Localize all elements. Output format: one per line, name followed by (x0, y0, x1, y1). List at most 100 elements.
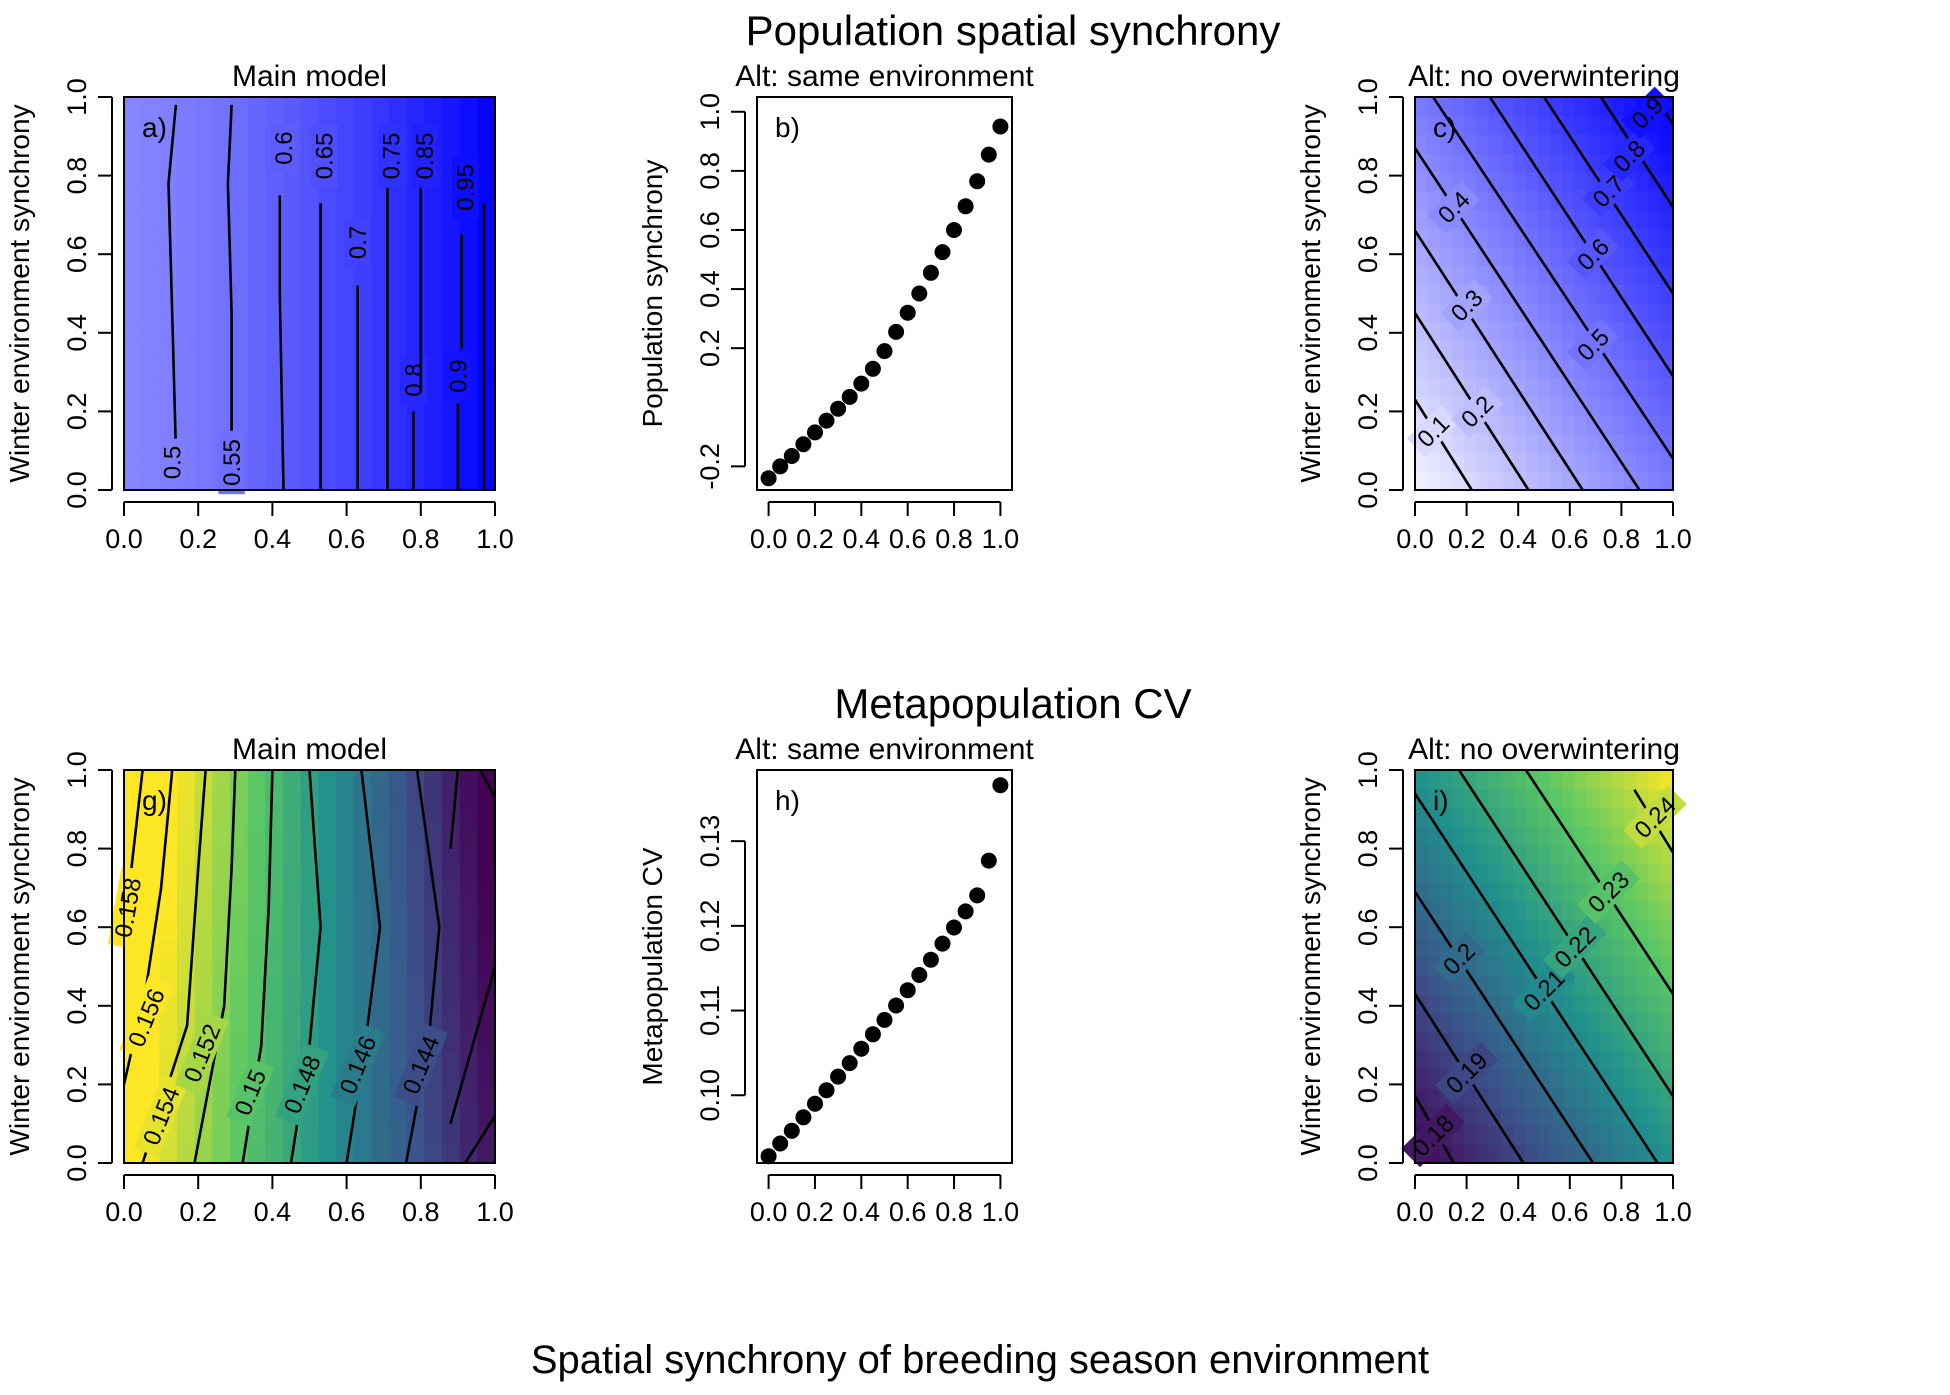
heatmap-cell (1648, 452, 1662, 472)
heatmap-cell (1660, 770, 1674, 790)
heatmap-cell (1427, 863, 1441, 883)
heatmap-cell (1476, 882, 1490, 902)
heatmap-cell (1476, 134, 1490, 154)
heatmap-cell (247, 396, 266, 416)
heatmap-cell (1415, 396, 1428, 416)
heatmap-cell (1464, 1032, 1478, 1052)
heatmap-cell (353, 938, 372, 958)
x-axis-label: Spatial synchrony of breeding season env… (531, 1338, 1429, 1382)
heatmap-cell (1513, 1013, 1527, 1033)
heatmap-cell (1550, 228, 1564, 248)
heatmap-cell (177, 844, 196, 865)
heatmap-cell (1623, 1069, 1637, 1089)
contour-label-bg (1566, 318, 1620, 371)
y-tick-label: 1.0 (695, 93, 725, 131)
heatmap-cell (300, 396, 319, 416)
heatmap-cell (1427, 1088, 1441, 1108)
heatmap-cell (1451, 770, 1465, 790)
heatmap-cell (1464, 433, 1478, 454)
heatmap-cell (1599, 1013, 1613, 1033)
heatmap-cell (389, 302, 408, 323)
heatmap-cell (1451, 452, 1465, 472)
heatmap-cell (1660, 433, 1674, 454)
heatmap-cell (424, 302, 443, 323)
heatmap-cell (1636, 415, 1650, 435)
heatmap-cell (459, 863, 478, 883)
heatmap-cell (1415, 265, 1428, 285)
heatmap-cell (1427, 321, 1441, 341)
heatmap-cell (1562, 396, 1576, 416)
heatmap-cell (1660, 471, 1674, 491)
heatmap-cell (1525, 97, 1539, 117)
heatmap-cell (1648, 1088, 1662, 1108)
heatmap-cell (194, 284, 213, 304)
heatmap-cell (1599, 957, 1613, 977)
heatmap-cell (141, 433, 160, 454)
contour-label-bg (1432, 932, 1485, 985)
heatmap-cell (459, 994, 478, 1014)
heatmap-cell (318, 919, 337, 940)
plot-frame (123, 769, 496, 1164)
heatmap-cell (1501, 377, 1514, 398)
heatmap-cell (1636, 209, 1650, 229)
heatmap-cell (230, 770, 249, 790)
heatmap-cell (459, 284, 478, 304)
heatmap-cell (247, 770, 266, 790)
heatmap-cell (1550, 882, 1564, 902)
heatmap-cell (1599, 770, 1613, 790)
heatmap-cell (1537, 433, 1551, 454)
heatmap-cell (1574, 396, 1588, 416)
heatmap-cell (1611, 770, 1625, 790)
data-point (807, 424, 823, 441)
heatmap-cell (1660, 957, 1674, 977)
heatmap-cell (1599, 1144, 1613, 1164)
heatmap-cell (406, 826, 425, 846)
heatmap-cell (177, 807, 196, 827)
heatmap-cell (247, 975, 266, 996)
heatmap-cell (265, 807, 284, 827)
heatmap-cell (1513, 901, 1527, 921)
heatmap-cell (212, 882, 231, 902)
y-tick-label: 0.2 (62, 1066, 92, 1104)
heatmap-cell (353, 153, 372, 173)
heatmap-cell (1476, 115, 1490, 136)
heatmap-cell (1427, 770, 1441, 790)
heatmap-cell (1415, 452, 1428, 472)
heatmap-cell (459, 1013, 478, 1033)
heatmap-cell (1501, 1050, 1514, 1071)
heatmap-cell (124, 1069, 143, 1089)
heatmap-cell (1537, 415, 1551, 435)
data-point (934, 935, 951, 952)
heatmap-cell (424, 359, 443, 379)
heatmap-cell (1513, 171, 1527, 192)
x-tick-label: 0.4 (1499, 524, 1537, 554)
heatmap-cell (212, 115, 231, 136)
heatmap-cell (230, 957, 249, 977)
data-point (853, 1040, 870, 1057)
heatmap-cell (424, 1106, 443, 1127)
heatmap-cell (1648, 433, 1662, 454)
y-tick-label: 1.0 (62, 751, 92, 789)
heatmap-cell (1562, 171, 1576, 192)
heatmap-cell (1451, 844, 1465, 865)
heatmap-cell (1648, 770, 1662, 790)
heatmap-cell (406, 1144, 425, 1164)
x-tick-label: 0.0 (105, 524, 143, 554)
heatmap-cell (1537, 284, 1551, 304)
heatmap-cell (1451, 788, 1465, 809)
heatmap-cell (230, 1013, 249, 1033)
heatmap-cell (1501, 415, 1514, 435)
heatmap-cell (1451, 97, 1465, 117)
heatmap-cell (247, 788, 266, 809)
heatmap-cell (1562, 228, 1576, 248)
heatmap-cell (1476, 433, 1490, 454)
heatmap-cell (247, 377, 266, 398)
heatmap-cell (1611, 788, 1625, 809)
heatmap-cell (1611, 1050, 1625, 1071)
heatmap-cell (406, 433, 425, 454)
heatmap-cell (1636, 471, 1650, 491)
data-point (772, 1135, 789, 1152)
heatmap-cell (1513, 471, 1527, 491)
data-point (818, 412, 835, 429)
heatmap-cell (1415, 284, 1428, 304)
